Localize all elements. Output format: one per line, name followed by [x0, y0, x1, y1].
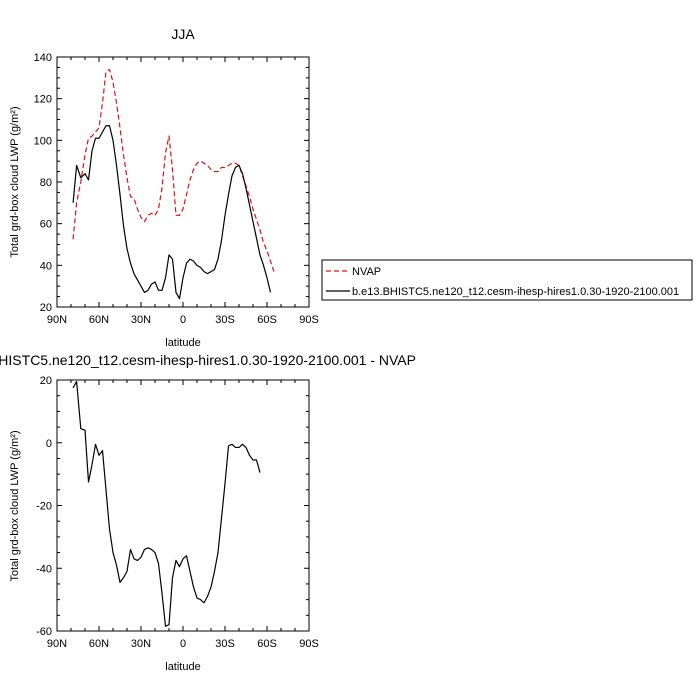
- bottom-chart-xlabel: latitude: [165, 661, 200, 673]
- top-ytick-label: 60: [40, 219, 52, 231]
- top-chart-legend: NVAP b.e13.BHISTC5.ne120_t12.cesm-ihesp-…: [321, 259, 693, 301]
- bottom-xtick-label: 90S: [299, 638, 319, 650]
- top-xtick-label: 30S: [215, 314, 235, 326]
- legend-box: [321, 259, 693, 301]
- top-chart-series: [72, 68, 275, 300]
- legend-label-model: b.e13.BHISTC5.ne120_t12.cesm-ihesp-hires…: [352, 286, 679, 298]
- top-ytick-label: 80: [40, 177, 52, 189]
- top-xtick-label: 60N: [89, 314, 109, 326]
- top-chart-ylabel: Total grd-box cloud LWP (g/m²): [9, 106, 21, 257]
- bottom-ytick-label: 0: [46, 438, 52, 450]
- bottom-ytick-label: -60: [36, 626, 52, 638]
- top-xtick-label: 90N: [47, 314, 67, 326]
- top-ytick-label: 120: [34, 94, 52, 106]
- bottom-xtick-label: 30S: [215, 638, 235, 650]
- top-ytick-label: 40: [40, 260, 52, 272]
- top-chart-title: JJA: [171, 26, 195, 42]
- top-xtick-label: 90S: [299, 314, 319, 326]
- top-chart-frame: [56, 56, 310, 308]
- legend-label-nvap: NVAP: [352, 266, 381, 278]
- top-ytick-label: 140: [34, 52, 52, 64]
- bottom-ytick-label: 20: [40, 375, 52, 387]
- bottom-chart-ylabel: Total grd-box cloud LWP (g/m²): [9, 430, 21, 581]
- bottom-series-line-difference: [72, 380, 261, 627]
- bottom-ytick-label: -40: [36, 563, 52, 575]
- bottom-xtick-label: 30N: [131, 638, 151, 650]
- top-chart-ticks: 90N 60N 30N 0 30S 60S 90S 20 40 60 80 100 120 140: [34, 52, 319, 326]
- bottom-xtick-label: 60N: [89, 638, 109, 650]
- bottom-chart-title: b.e13.BHISTC5.ne120_t12.cesm-ihesp-hires…: [0, 352, 416, 368]
- top-xtick-label: 0: [180, 314, 186, 326]
- top-xtick-label: 60S: [257, 314, 277, 326]
- top-ytick-label: 100: [34, 135, 52, 147]
- bottom-chart-ticks: 90N 60N 30N 0 30S 60S 90S -60 -40 -20 0 20: [36, 375, 319, 650]
- bottom-xtick-label: 90N: [47, 638, 67, 650]
- top-chart-xlabel: latitude: [165, 337, 200, 349]
- bottom-xtick-label: 60S: [257, 638, 277, 650]
- top-series-line-nvap: [72, 68, 275, 272]
- bottom-ytick-label: -20: [36, 501, 52, 513]
- bottom-chart-frame: [56, 379, 310, 632]
- top-series-line-model: [72, 125, 272, 300]
- top-ytick-label: 20: [40, 302, 52, 314]
- bottom-xtick-label: 0: [180, 638, 186, 650]
- bottom-chart-series: [72, 380, 261, 627]
- top-xtick-label: 30N: [131, 314, 151, 326]
- bottom-chart: b.e13.BHISTC5.ne120_t12.cesm-ihesp-hires…: [0, 352, 416, 673]
- top-chart: JJA 90N 60N 30N 0 30S 60S 90S 20 40 60 80 100 120 140…: [9, 26, 319, 349]
